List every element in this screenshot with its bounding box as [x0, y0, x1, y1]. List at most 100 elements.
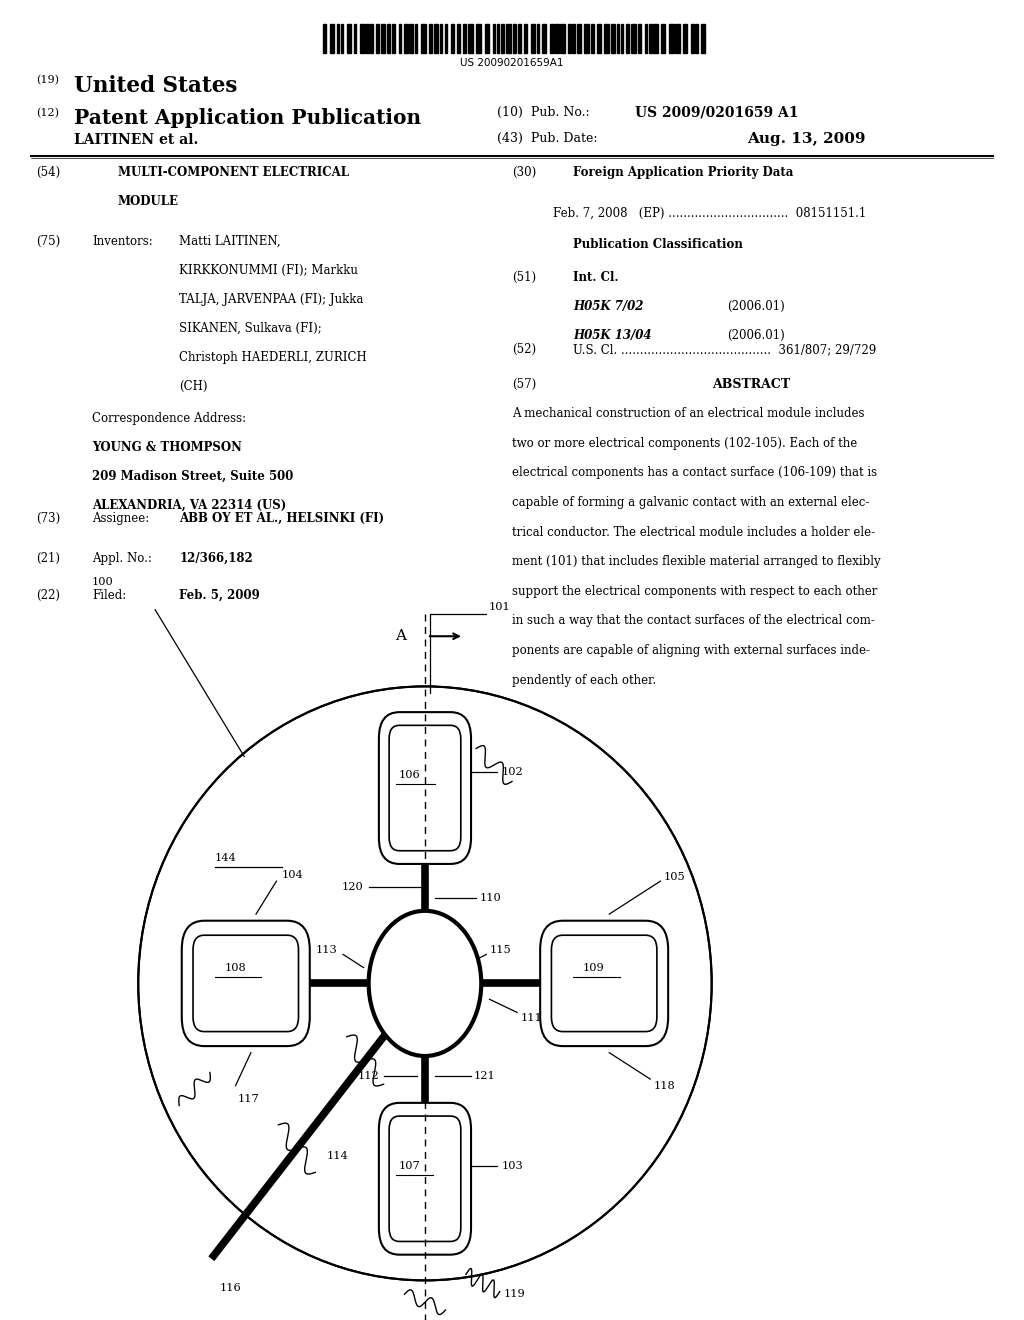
Text: 115: 115	[489, 945, 511, 956]
Text: 111: 111	[520, 1012, 542, 1023]
FancyBboxPatch shape	[551, 935, 657, 1032]
Text: (54): (54)	[36, 166, 60, 180]
Bar	[550, 24, 554, 53]
FancyBboxPatch shape	[193, 935, 299, 1032]
Text: ABB OY ET AL., HELSINKI (FI): ABB OY ET AL., HELSINKI (FI)	[179, 512, 384, 525]
Text: (12): (12)	[36, 108, 58, 119]
Bar	[476, 24, 481, 53]
Text: Correspondence Address:: Correspondence Address:	[92, 412, 247, 425]
Text: capable of forming a galvanic contact with an external elec-: capable of forming a galvanic contact wi…	[512, 496, 869, 510]
Text: United States: United States	[74, 75, 238, 98]
Ellipse shape	[138, 686, 712, 1280]
Text: (30): (30)	[512, 166, 537, 180]
Bar	[497, 24, 499, 53]
Bar	[445, 24, 447, 53]
Bar	[604, 24, 608, 53]
Bar	[392, 24, 395, 53]
Bar	[571, 24, 574, 53]
Bar	[421, 24, 426, 53]
Text: two or more electrical components (102-105). Each of the: two or more electrical components (102-1…	[512, 437, 857, 450]
Bar	[700, 24, 706, 53]
Text: Matti LAITINEN,: Matti LAITINEN,	[179, 235, 281, 248]
Text: 105: 105	[664, 873, 685, 882]
Bar	[485, 24, 488, 53]
Text: A mechanical construction of an electrical module includes: A mechanical construction of an electric…	[512, 407, 864, 420]
Text: 118: 118	[653, 1081, 675, 1090]
Text: H05K 7/02: H05K 7/02	[573, 300, 644, 313]
Bar	[617, 24, 620, 53]
Bar	[648, 24, 651, 53]
Text: 110: 110	[479, 892, 501, 903]
Text: 100: 100	[92, 577, 114, 587]
FancyBboxPatch shape	[182, 921, 309, 1045]
Text: Foreign Application Priority Data: Foreign Application Priority Data	[573, 166, 794, 180]
Bar	[524, 24, 526, 53]
Text: US 20090201659A1: US 20090201659A1	[460, 58, 564, 69]
Bar	[376, 24, 380, 53]
Bar	[381, 24, 385, 53]
Text: pendently of each other.: pendently of each other.	[512, 673, 656, 686]
Text: 144: 144	[215, 853, 237, 863]
Bar	[501, 24, 504, 53]
Text: Appl. No.:: Appl. No.:	[92, 552, 152, 565]
Bar	[367, 24, 369, 53]
Text: ALEXANDRIA, VA 22314 (US): ALEXANDRIA, VA 22314 (US)	[92, 499, 287, 512]
Text: MULTI-COMPONENT ELECTRICAL: MULTI-COMPONENT ELECTRICAL	[118, 166, 349, 180]
Bar	[683, 24, 687, 53]
Text: 113: 113	[316, 945, 338, 956]
Text: (22): (22)	[36, 589, 59, 602]
Text: 119: 119	[504, 1290, 525, 1299]
Text: Publication Classification: Publication Classification	[573, 238, 743, 251]
FancyBboxPatch shape	[379, 1104, 471, 1254]
Bar	[457, 24, 460, 53]
Bar	[387, 24, 390, 53]
Bar	[347, 24, 350, 53]
Text: ponents are capable of aligning with external surfaces inde-: ponents are capable of aligning with ext…	[512, 644, 870, 657]
Bar	[323, 24, 326, 53]
Bar	[597, 24, 601, 53]
Text: trical conductor. The electrical module includes a holder ele-: trical conductor. The electrical module …	[512, 525, 876, 539]
Text: US 2009/0201659 A1: US 2009/0201659 A1	[635, 106, 799, 120]
Bar	[354, 24, 356, 53]
Bar	[433, 24, 437, 53]
Text: Feb. 5, 2009: Feb. 5, 2009	[179, 589, 260, 602]
Text: (57): (57)	[512, 378, 537, 391]
Text: 104: 104	[282, 870, 303, 879]
Bar	[518, 24, 521, 53]
Bar	[644, 24, 647, 53]
Text: 102: 102	[502, 767, 523, 777]
Text: YOUNG & THOMPSON: YOUNG & THOMPSON	[92, 441, 242, 454]
Bar	[429, 24, 432, 53]
Text: (19): (19)	[36, 75, 58, 86]
Bar	[506, 24, 511, 53]
Text: (51): (51)	[512, 271, 537, 284]
Text: LAITINEN et al.: LAITINEN et al.	[74, 133, 198, 148]
Bar	[669, 24, 674, 53]
Bar	[621, 24, 623, 53]
Text: (73): (73)	[36, 512, 60, 525]
Bar	[409, 24, 413, 53]
Text: (43)  Pub. Date:: (43) Pub. Date:	[497, 132, 597, 145]
Bar	[638, 24, 641, 53]
Text: A: A	[395, 630, 407, 643]
Text: 117: 117	[238, 1094, 259, 1104]
Bar	[592, 24, 594, 53]
Text: (10)  Pub. No.:: (10) Pub. No.:	[497, 106, 589, 119]
Bar	[653, 24, 658, 53]
Text: (52): (52)	[512, 343, 537, 356]
Bar	[330, 24, 334, 53]
Text: Aug. 13, 2009: Aug. 13, 2009	[748, 132, 866, 147]
Text: 120: 120	[342, 882, 364, 892]
Text: Feb. 7, 2008   (EP) ................................  08151151.1: Feb. 7, 2008 (EP) ......................…	[553, 207, 866, 220]
FancyBboxPatch shape	[389, 1115, 461, 1241]
Bar	[537, 24, 539, 53]
Bar	[632, 24, 636, 53]
Text: 103: 103	[502, 1160, 523, 1171]
Text: ABSTRACT: ABSTRACT	[712, 378, 790, 391]
Text: support the electrical components with respect to each other: support the electrical components with r…	[512, 585, 878, 598]
Bar	[440, 24, 442, 53]
Text: 107: 107	[398, 1160, 421, 1171]
Text: Patent Application Publication: Patent Application Publication	[74, 108, 421, 128]
Bar	[451, 24, 454, 53]
Text: Assignee:: Assignee:	[92, 512, 150, 525]
